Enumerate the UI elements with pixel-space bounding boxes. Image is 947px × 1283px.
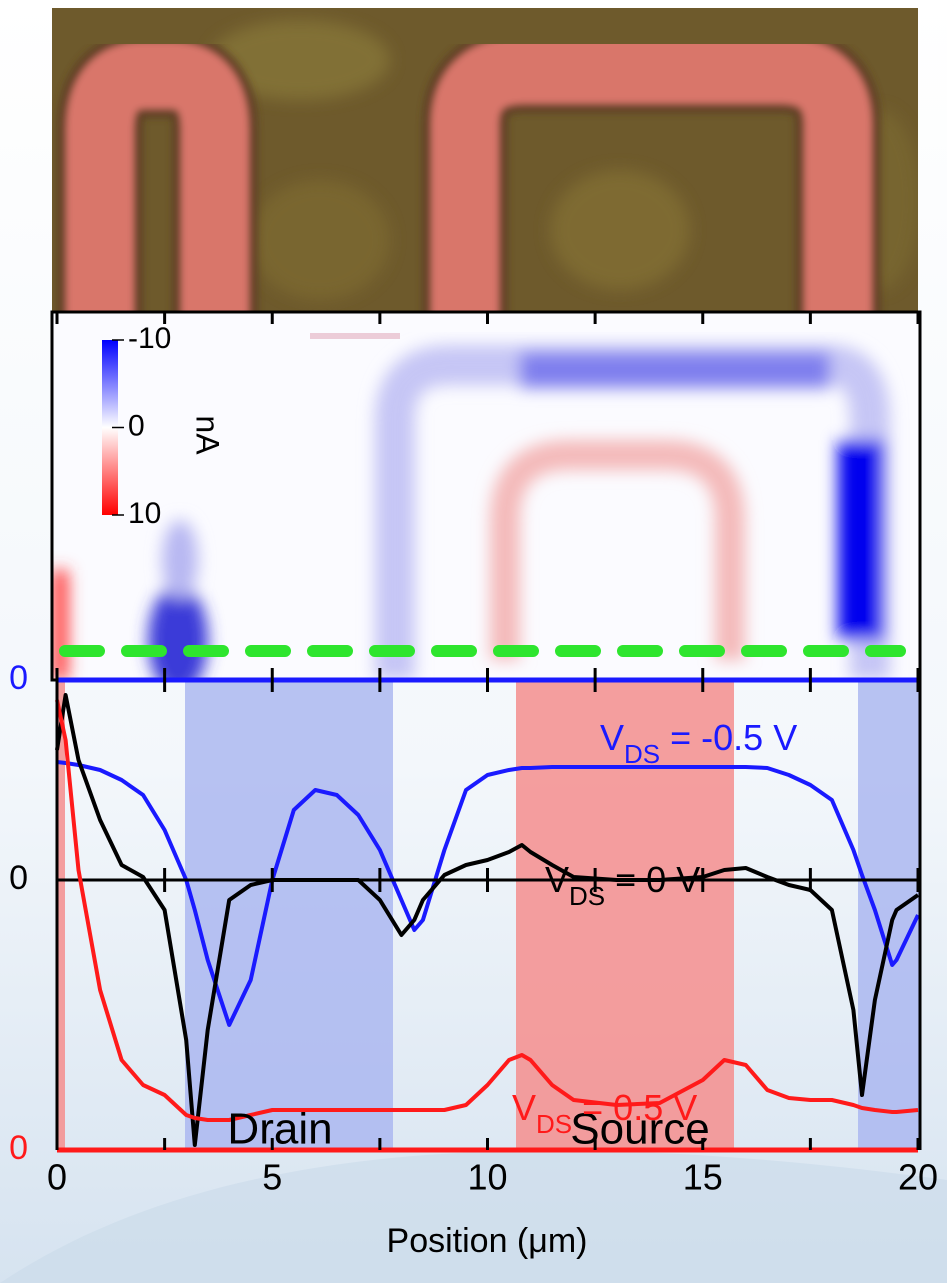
series-label: VDS = 0 V — [545, 859, 700, 911]
series-line — [55, 693, 920, 1147]
colorbar-tick-label: 10 — [128, 497, 161, 530]
swoosh — [0, 1150, 947, 1283]
colorbar — [102, 340, 118, 515]
series-line — [56, 760, 920, 1027]
y-tick-label: 0 — [9, 1129, 28, 1167]
series-label-part: = -0.5 V — [660, 717, 797, 758]
colorbar-tick-label: 0 — [128, 409, 145, 442]
annotation: Source — [570, 1105, 709, 1154]
x-tick-label: 5 — [262, 1157, 282, 1198]
electrode-regions — [57, 680, 920, 1150]
x-axis-label: Position (μm) — [387, 1222, 588, 1260]
series-label: VDS = -0.5 V — [600, 717, 797, 769]
series-label-part: V — [600, 717, 624, 758]
series-label-part: V — [545, 859, 569, 900]
series-label-part: = 0.5 V — [572, 1087, 697, 1128]
colorbar-tick-label: -10 — [128, 322, 171, 355]
series-label-part: DS — [624, 739, 660, 769]
y-tick-label: 0 — [9, 659, 28, 697]
x-tick-label: 10 — [467, 1157, 507, 1198]
series-label: VDS = 0.5 V — [512, 1087, 697, 1139]
series-line — [55, 699, 919, 1122]
x-tick-label: 0 — [47, 1157, 67, 1198]
series-label-part: DS — [536, 1109, 572, 1139]
x-tick-label: 20 — [898, 1157, 938, 1198]
y-tick-label: 0 — [9, 859, 28, 897]
colorbar-label: nA — [190, 415, 226, 455]
micrograph — [52, 8, 918, 312]
annotation: Drain — [227, 1105, 332, 1154]
series-label-part: V — [512, 1087, 536, 1128]
x-tick-label: 15 — [683, 1157, 723, 1198]
series-label-part: DS — [569, 881, 605, 911]
series-label-part: = 0 V — [605, 859, 700, 900]
photocurrent-map — [52, 312, 920, 680]
